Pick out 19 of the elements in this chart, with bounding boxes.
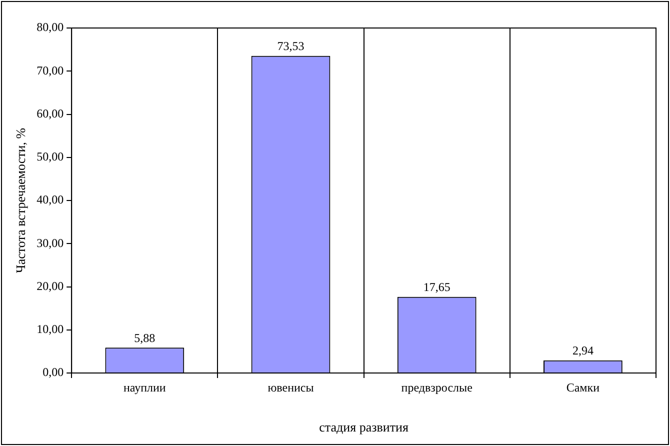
x-tick-label: предвзрослые [401,380,472,394]
y-tick-label: 70,00 [36,63,64,78]
y-tick-label: 10,00 [36,322,64,336]
y-tick-label: 40,00 [36,192,64,207]
data-label: 5,88 [134,330,156,345]
x-tick-label: ювенисы [268,380,314,394]
y-tick-label: 50,00 [36,150,64,164]
y-axis-title: Частота встречаемости, % [13,128,28,274]
data-label: 2,94 [572,343,594,358]
data-label: 73,53 [277,39,304,54]
y-tick-label: 80,00 [36,20,64,34]
x-tick-label: науплии [123,380,166,394]
x-tick-label: Самки [566,380,600,394]
y-tick-label: 30,00 [36,236,64,250]
x-axis-title: стадия развития [319,420,408,435]
y-tick-label: 0,00 [42,365,64,380]
y-tick-label: 60,00 [36,106,64,120]
data-label: 17,65 [423,280,450,294]
y-tick-label: 20,00 [36,278,64,293]
